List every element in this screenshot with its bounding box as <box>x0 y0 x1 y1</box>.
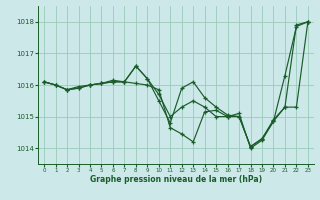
X-axis label: Graphe pression niveau de la mer (hPa): Graphe pression niveau de la mer (hPa) <box>90 175 262 184</box>
